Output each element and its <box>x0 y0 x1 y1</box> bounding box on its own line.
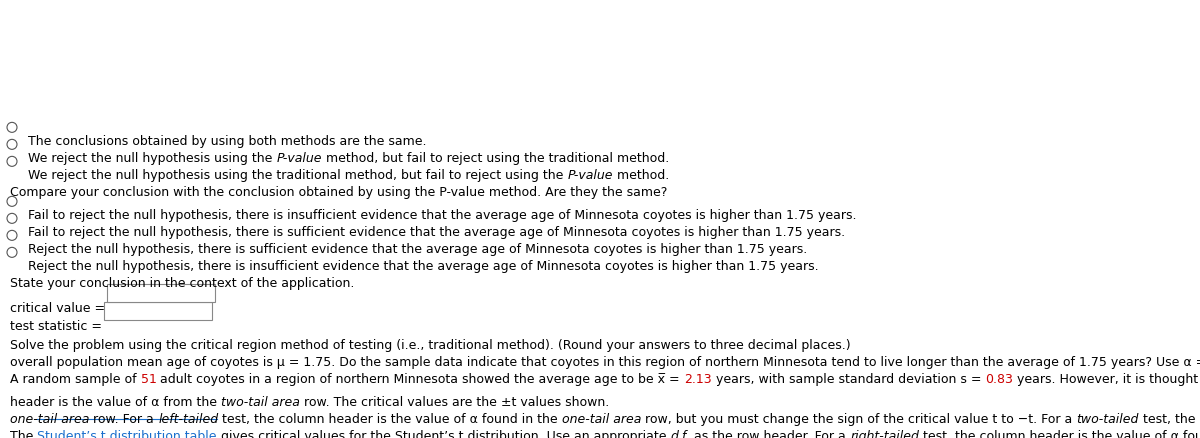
Text: Compare your conclusion with the conclusion obtained by using the P-value method: Compare your conclusion with the conclus… <box>10 186 667 199</box>
Text: Solve the problem using the critical region method of testing (i.e., traditional: Solve the problem using the critical reg… <box>10 339 851 352</box>
Text: method.: method. <box>613 169 670 182</box>
Text: critical value =: critical value = <box>10 302 106 315</box>
Text: State your conclusion in the context of the application.: State your conclusion in the context of … <box>10 277 354 290</box>
Text: gives critical values for the Student’s t distribution. Use an appropriate: gives critical values for the Student’s … <box>217 430 671 438</box>
Text: 0.83: 0.83 <box>985 373 1013 386</box>
Text: test statistic =: test statistic = <box>10 320 102 333</box>
Text: row. For a: row. For a <box>89 413 158 426</box>
Text: row. The critical values are the ±t values shown.: row. The critical values are the ±t valu… <box>300 396 610 409</box>
Text: The conclusions obtained by using both methods are the same.: The conclusions obtained by using both m… <box>28 135 426 148</box>
Text: P-value: P-value <box>568 169 613 182</box>
Text: Reject the null hypothesis, there is insufficient evidence that the average age : Reject the null hypothesis, there is ins… <box>28 260 818 273</box>
Text: We reject the null hypothesis using the: We reject the null hypothesis using the <box>28 152 276 165</box>
Text: A random sample of: A random sample of <box>10 373 140 386</box>
Text: one-tail area: one-tail area <box>562 413 641 426</box>
Text: header is the value of α from the: header is the value of α from the <box>10 396 221 409</box>
Text: Fail to reject the null hypothesis, there is sufficient evidence that the averag: Fail to reject the null hypothesis, ther… <box>28 226 845 239</box>
Text: test, the column: test, the column <box>1139 413 1200 426</box>
Text: right-tailed: right-tailed <box>850 430 919 438</box>
Text: two-tail area: two-tail area <box>221 396 300 409</box>
Text: adult coyotes in a region of northern Minnesota showed the average age to be x̅ : adult coyotes in a region of northern Mi… <box>156 373 684 386</box>
Text: overall population mean age of coyotes is μ = 1.75. Do the sample data indicate : overall population mean age of coyotes i… <box>10 356 1200 369</box>
Text: as the row header. For a: as the row header. For a <box>690 430 850 438</box>
Text: d.f.: d.f. <box>671 430 690 438</box>
Text: row, but you must change the sign of the critical value t to −t. For a: row, but you must change the sign of the… <box>641 413 1076 426</box>
Text: one-tail area: one-tail area <box>10 413 89 426</box>
FancyBboxPatch shape <box>107 284 215 302</box>
Text: two-tailed: two-tailed <box>1076 413 1139 426</box>
Text: years. However, it is thought that the: years. However, it is thought that the <box>1013 373 1200 386</box>
Text: Student’s t distribution table: Student’s t distribution table <box>37 430 217 438</box>
Text: Reject the null hypothesis, there is sufficient evidence that the average age of: Reject the null hypothesis, there is suf… <box>28 243 808 256</box>
Text: test, the column header is the value of α found in the: test, the column header is the value of … <box>919 430 1200 438</box>
Text: We reject the null hypothesis using the traditional method, but fail to reject u: We reject the null hypothesis using the … <box>28 169 568 182</box>
Text: 51: 51 <box>140 373 156 386</box>
Text: left-tailed: left-tailed <box>158 413 218 426</box>
Text: years, with sample standard deviation s =: years, with sample standard deviation s … <box>712 373 985 386</box>
Text: Fail to reject the null hypothesis, there is insufficient evidence that the aver: Fail to reject the null hypothesis, ther… <box>28 209 857 222</box>
Text: P-value: P-value <box>276 152 322 165</box>
FancyBboxPatch shape <box>104 302 212 320</box>
Text: 2.13: 2.13 <box>684 373 712 386</box>
Text: The: The <box>10 430 37 438</box>
Text: test, the column header is the value of α found in the: test, the column header is the value of … <box>218 413 562 426</box>
Text: method, but fail to reject using the traditional method.: method, but fail to reject using the tra… <box>322 152 670 165</box>
